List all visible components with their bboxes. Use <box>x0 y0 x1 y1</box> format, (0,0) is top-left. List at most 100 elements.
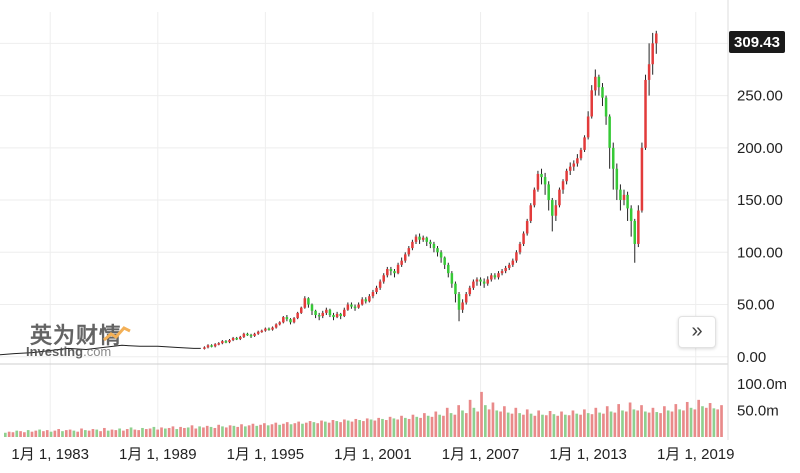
candle-body <box>307 298 310 305</box>
volume-bar <box>278 424 281 437</box>
volume-bar <box>567 415 571 437</box>
volume-bar <box>7 431 11 437</box>
volume-bar <box>647 412 651 437</box>
candle-body <box>368 296 371 302</box>
volume-bar <box>129 427 133 437</box>
logo-en-suffix: .com <box>83 344 112 359</box>
volume-bar <box>384 420 388 437</box>
volume-bar <box>594 407 598 437</box>
candle-body <box>558 189 561 206</box>
volume-bar <box>419 417 422 437</box>
volume-bar <box>4 432 7 437</box>
volume-bars <box>4 391 723 437</box>
volume-bar <box>701 406 704 437</box>
volume-bar <box>308 421 312 437</box>
volume-bar <box>289 424 293 437</box>
candle-body <box>464 294 468 303</box>
volume-bar <box>678 409 681 437</box>
price-tick-label: 100.00 <box>737 244 783 261</box>
candle-body <box>264 328 267 331</box>
candle-body <box>429 241 432 244</box>
volume-bar <box>164 428 167 437</box>
time-tick-label: 1月 1, 1983 <box>11 446 89 463</box>
volume-bar <box>84 430 87 437</box>
volume-bar <box>324 421 327 437</box>
scroll-forward-button[interactable]: » <box>678 316 716 348</box>
volume-bar <box>552 414 556 437</box>
volume-bar <box>514 407 518 437</box>
volume-tick-label: 50.0m <box>737 402 779 419</box>
volume-bar <box>708 403 712 437</box>
volume-bar <box>571 410 575 437</box>
volume-bar <box>224 427 228 437</box>
candle-body <box>378 281 382 288</box>
candle-body <box>529 205 533 221</box>
volume-bar <box>499 411 502 437</box>
candle-body <box>533 189 536 206</box>
candle-body <box>314 310 317 315</box>
candle-body <box>518 243 522 253</box>
candle-body <box>594 76 597 91</box>
volume-bar <box>186 427 190 437</box>
candle-body <box>647 64 651 80</box>
candle-body <box>543 177 547 185</box>
candle-body <box>576 158 579 164</box>
volume-bar <box>400 415 403 437</box>
candle-body <box>482 281 486 284</box>
candlesticks <box>203 30 658 350</box>
candle-body <box>626 194 629 209</box>
price-tick-label: 200.00 <box>737 140 783 157</box>
volume-bar <box>263 423 266 437</box>
candle-body <box>447 264 450 274</box>
time-tick-label: 1月 1, 1989 <box>119 446 197 463</box>
candle-body <box>285 317 289 320</box>
volume-bar <box>202 427 205 437</box>
candle-body <box>325 309 328 313</box>
candle-body <box>633 220 637 244</box>
time-tick-label: 1月 1, 1995 <box>227 446 305 463</box>
volume-bar <box>297 421 300 437</box>
volume-bar <box>205 425 209 437</box>
volume-bar <box>373 420 377 437</box>
volume-bar <box>236 426 240 437</box>
early-price-line <box>0 344 201 356</box>
candle-body <box>611 147 615 169</box>
candle-body <box>411 241 414 249</box>
volume-bar <box>137 430 140 437</box>
volume-bar <box>11 432 15 437</box>
volume-bar <box>217 424 220 437</box>
candle-body <box>615 168 619 190</box>
volume-bar <box>53 430 57 437</box>
candle-body <box>332 314 335 318</box>
price-tick-label: 50.00 <box>737 297 775 314</box>
volume-bar <box>72 430 76 437</box>
candle-body <box>547 184 550 201</box>
candle-body <box>583 137 586 150</box>
volume-bar <box>270 424 274 437</box>
candle-body <box>479 279 482 282</box>
last-price-label: 309.43 <box>734 34 780 51</box>
candle-body <box>339 313 342 317</box>
candle-body <box>579 149 583 159</box>
volume-bar <box>369 419 373 437</box>
volume-bar <box>404 417 407 437</box>
candle-body <box>396 264 400 274</box>
volume-bar <box>590 414 594 437</box>
candle-body <box>586 116 590 138</box>
volume-bar <box>346 420 350 437</box>
volume-bar <box>503 406 506 437</box>
volume-bar <box>461 410 464 437</box>
volume-bar <box>583 409 586 437</box>
volume-bar <box>670 411 674 437</box>
volume-bar <box>548 410 552 437</box>
candle-body <box>242 333 246 337</box>
candle-body <box>525 220 529 234</box>
volume-bar <box>110 429 114 437</box>
candle-body <box>386 269 389 276</box>
volume-bar <box>125 429 129 437</box>
candle-body <box>303 298 307 308</box>
candle-body <box>608 116 611 148</box>
logo-en-main: Investing <box>26 344 84 359</box>
volume-bar <box>575 413 579 437</box>
